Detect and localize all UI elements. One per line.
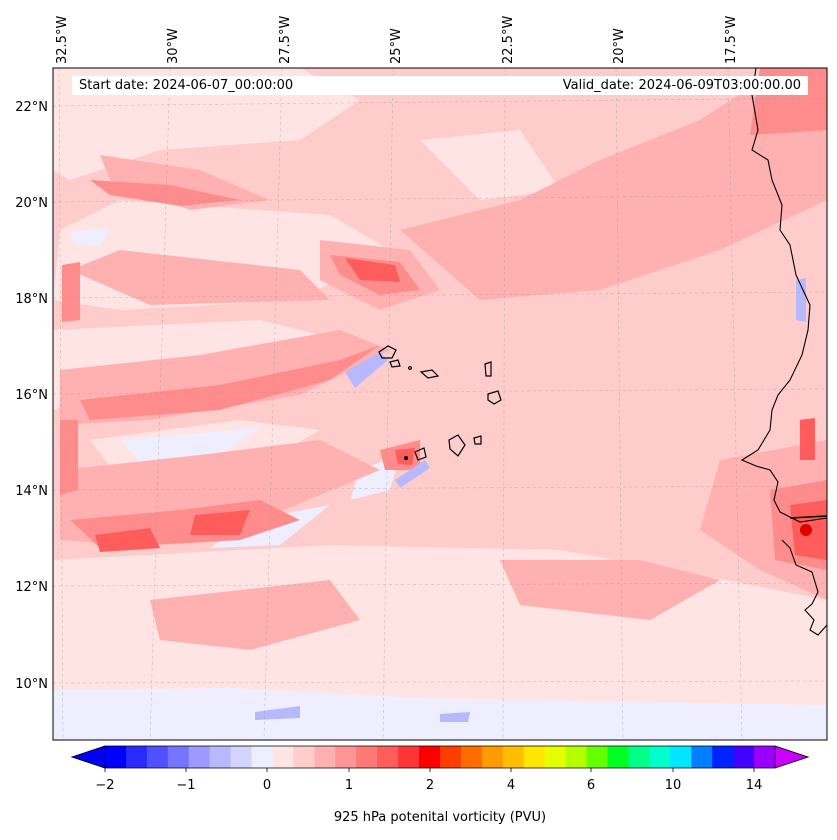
lon-label-25: 25°W <box>389 28 404 64</box>
date-annotation-box: Start date: 2024-06-07_00:00:00 Valid_da… <box>72 76 808 95</box>
colorbar-cell <box>356 746 378 768</box>
colorbar-cell <box>293 746 315 768</box>
colorbar-cell <box>628 746 650 768</box>
lon-label-17-5: 17.5°W <box>724 16 739 64</box>
lat-label-20: 20°N <box>15 196 48 211</box>
cape-verde-islands <box>378 345 502 461</box>
colorbar-tick-label: 14 <box>746 778 763 793</box>
lat-label-14: 14°N <box>15 484 48 499</box>
colorbar: −2 −1 0 1 2 4 6 10 14 925 hPa potenital … <box>70 745 810 825</box>
pv-max-spot <box>800 524 812 536</box>
colorbar-cell <box>230 746 252 768</box>
colorbar-cell <box>670 746 692 768</box>
lat-labels: 22°N 20°N 18°N 16°N 14°N 12°N 10°N <box>15 100 48 692</box>
lat-label-10: 10°N <box>15 677 48 692</box>
map-frame <box>52 67 828 741</box>
colorbar-cell <box>733 746 755 768</box>
colorbar-extend-high <box>774 745 809 769</box>
colorbar-cell <box>272 746 294 768</box>
colorbar-cell <box>125 746 148 768</box>
colorbar-extend-low <box>71 745 106 769</box>
colorbar-cell <box>460 746 483 768</box>
graticule <box>53 68 827 740</box>
lon-label-30: 30°W <box>166 28 181 64</box>
lon-label-32-5: 32.5°W <box>55 16 70 64</box>
colorbar-cell <box>649 746 671 768</box>
colorbar-cell <box>440 746 462 768</box>
lon-label-22-5: 22.5°W <box>501 16 516 64</box>
colorbar-cell <box>209 746 232 768</box>
colorbar-cell <box>419 746 441 768</box>
colorbar-cell <box>523 746 546 768</box>
pv-negative-areas <box>255 278 806 722</box>
colorbar-cell <box>105 746 127 768</box>
colorbar-cell <box>335 746 357 768</box>
colorbar-cells <box>105 746 776 768</box>
colorbar-cell <box>167 746 190 768</box>
lat-label-12: 12°N <box>15 580 48 595</box>
start-date-label: Start date: 2024-06-07_00:00:00 <box>79 78 294 93</box>
colorbar-cell <box>691 746 713 768</box>
colorbar-cell <box>377 746 399 768</box>
lon-labels: 32.5°W 30°W 27.5°W 25°W 22.5°W 20°W 17.5… <box>55 16 739 64</box>
colorbar-cell <box>251 746 273 768</box>
pv-field <box>53 68 827 740</box>
colorbar-label: 925 hPa potenital vorticity (PVU) <box>334 810 546 825</box>
colorbar-tick-labels: −2 −1 0 1 2 4 6 10 14 <box>95 778 762 793</box>
colorbar-tick-label: 6 <box>587 778 595 793</box>
lat-label-16: 16°N <box>15 388 48 403</box>
colorbar-cell <box>586 746 608 768</box>
lat-label-18: 18°N <box>15 292 48 307</box>
colorbar-tick-marks <box>104 768 755 772</box>
colorbar-tick-label: 2 <box>426 778 434 793</box>
colorbar-tick-label: 10 <box>665 778 682 793</box>
african-coastline <box>740 68 827 636</box>
lon-label-27-5: 27.5°W <box>278 16 293 64</box>
colorbar-tick-label: −1 <box>176 778 195 793</box>
colorbar-cell <box>146 746 169 768</box>
colorbar-cell <box>188 746 211 768</box>
valid-date-label: Valid_date: 2024-06-09T03:00:00.00 <box>562 78 801 93</box>
colorbar-cell <box>712 746 734 768</box>
colorbar-cell <box>565 746 587 768</box>
lat-label-22: 22°N <box>15 100 48 115</box>
colorbar-tick-label: −2 <box>95 778 114 793</box>
colorbar-tick-label: 4 <box>507 778 515 793</box>
colorbar-cell <box>544 746 567 768</box>
colorbar-cell <box>502 746 525 768</box>
gambia-river <box>789 515 827 519</box>
colorbar-cell <box>481 746 504 768</box>
colorbar-cell <box>314 746 336 768</box>
colorbar-cell <box>754 746 776 768</box>
colorbar-cell <box>398 746 420 768</box>
lon-label-20: 20°W <box>612 28 627 64</box>
colorbar-tick-label: 1 <box>345 778 353 793</box>
colorbar-cell <box>607 746 629 768</box>
colorbar-tick-label: 0 <box>263 778 271 793</box>
